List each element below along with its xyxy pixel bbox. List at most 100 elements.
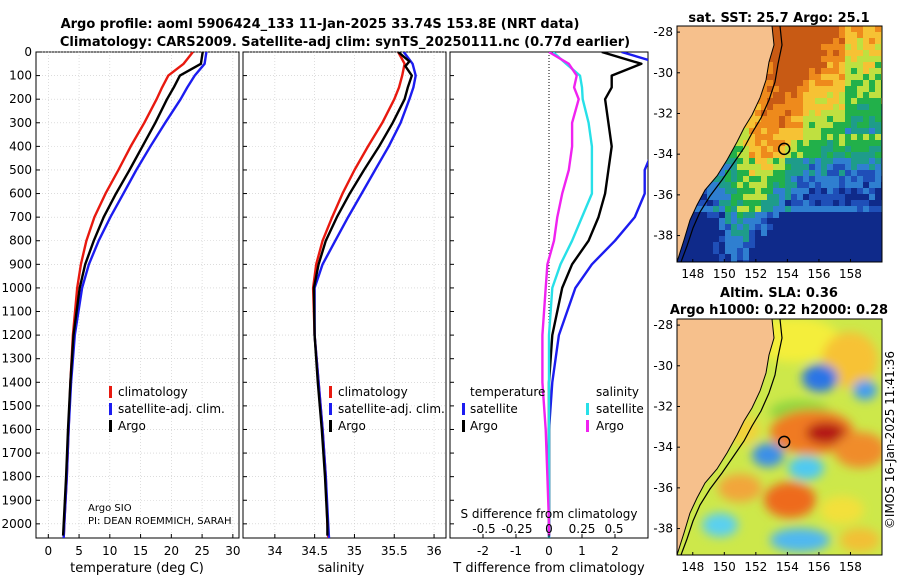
sst-cell bbox=[797, 104, 803, 110]
sst-cell bbox=[815, 254, 821, 260]
sst-cell bbox=[743, 200, 749, 206]
sst-cell bbox=[779, 152, 785, 158]
sst-cell bbox=[773, 80, 779, 86]
sst-cell bbox=[755, 146, 761, 152]
sst-cell bbox=[839, 74, 845, 80]
sst-cell bbox=[707, 230, 713, 236]
sst-cell bbox=[857, 218, 863, 224]
sst-cell bbox=[743, 182, 749, 188]
sst-cell bbox=[857, 140, 863, 146]
sst-cell bbox=[779, 242, 785, 248]
sst-cell bbox=[857, 176, 863, 182]
sst-cell bbox=[845, 176, 851, 182]
sst-cell bbox=[863, 68, 869, 74]
sst-cell bbox=[749, 170, 755, 176]
sst-cell bbox=[737, 140, 743, 146]
sst-cell bbox=[839, 254, 845, 260]
sst-cell bbox=[809, 44, 815, 50]
sst-cell bbox=[875, 248, 881, 254]
sst-cell bbox=[821, 50, 827, 56]
sst-cell bbox=[779, 56, 785, 62]
sst-cell bbox=[857, 236, 863, 242]
sst-cell bbox=[797, 32, 803, 38]
y-tick-label: 1700 bbox=[1, 446, 32, 460]
x-tick-label: 15 bbox=[133, 544, 148, 558]
sst-cell bbox=[809, 164, 815, 170]
sst-map-frame bbox=[676, 25, 883, 263]
sst-cell bbox=[707, 218, 713, 224]
sst-cell bbox=[773, 194, 779, 200]
sst-cell bbox=[857, 110, 863, 116]
sst-cell bbox=[851, 248, 857, 254]
sst-cell bbox=[785, 74, 791, 80]
sst-cell bbox=[737, 164, 743, 170]
sst-cell bbox=[803, 134, 809, 140]
sst-cell bbox=[857, 212, 863, 218]
sst-cell bbox=[779, 194, 785, 200]
sst-cell bbox=[857, 98, 863, 104]
sst-cell bbox=[869, 104, 875, 110]
sst-cell bbox=[767, 188, 773, 194]
sst-cell bbox=[719, 248, 725, 254]
sst-cell bbox=[767, 110, 773, 116]
sst-cell bbox=[761, 176, 767, 182]
legend-swatch-satellite bbox=[109, 403, 112, 415]
sst-cell bbox=[827, 110, 833, 116]
sst-cell bbox=[761, 248, 767, 254]
sst-cell bbox=[809, 158, 815, 164]
sst-cell bbox=[761, 242, 767, 248]
sst-cell bbox=[875, 50, 881, 56]
sst-cell bbox=[821, 260, 827, 262]
x-tick-label: -1 bbox=[510, 544, 522, 558]
sst-cell bbox=[839, 164, 845, 170]
sst-cell bbox=[755, 260, 761, 262]
difference-panel: -2 -1 0 1 2 T difference from climatology S … bbox=[449, 51, 649, 576]
sst-cell bbox=[749, 158, 755, 164]
sst-cell bbox=[845, 254, 851, 260]
sst-cell bbox=[743, 194, 749, 200]
sst-cell bbox=[791, 260, 797, 262]
sst-cell bbox=[731, 152, 737, 158]
sst-cell bbox=[839, 200, 845, 206]
sst-cell bbox=[731, 176, 737, 182]
secondary-tick-label: 0 bbox=[545, 522, 553, 536]
sst-cell bbox=[833, 56, 839, 62]
sst-cell bbox=[761, 116, 767, 122]
sst-cell bbox=[779, 170, 785, 176]
sst-cell bbox=[845, 212, 851, 218]
sst-cell bbox=[875, 62, 881, 68]
sst-cell bbox=[857, 128, 863, 134]
sst-cell bbox=[773, 248, 779, 254]
sst-cell bbox=[809, 200, 815, 206]
sst-cell bbox=[857, 146, 863, 152]
sst-cell bbox=[827, 248, 833, 254]
sst-cell bbox=[839, 80, 845, 86]
y-tick-label: -34 bbox=[653, 147, 673, 161]
sst-cell bbox=[791, 122, 797, 128]
y-tick-label: 1400 bbox=[1, 375, 32, 389]
sst-cell bbox=[803, 236, 809, 242]
sst-cell bbox=[695, 254, 701, 260]
series-line-salinity-satellite bbox=[547, 52, 594, 538]
sst-cell bbox=[869, 80, 875, 86]
x-tick-label: 158 bbox=[839, 560, 862, 574]
sst-cell bbox=[785, 80, 791, 86]
sst-cell bbox=[743, 236, 749, 242]
sst-cell bbox=[863, 56, 869, 62]
sst-cell bbox=[809, 128, 815, 134]
sst-cell bbox=[791, 152, 797, 158]
x-tick-label: 158 bbox=[839, 267, 862, 281]
secondary-tick-label: 0.5 bbox=[604, 522, 623, 536]
x-tick-label: 148 bbox=[681, 560, 704, 574]
sst-cell bbox=[833, 80, 839, 86]
sst-cell bbox=[785, 38, 791, 44]
sst-cell bbox=[869, 38, 875, 44]
sst-cell bbox=[851, 206, 857, 212]
sst-cell bbox=[779, 200, 785, 206]
sst-cell bbox=[767, 224, 773, 230]
sst-cell bbox=[851, 176, 857, 182]
sst-cell bbox=[875, 182, 881, 188]
sst-cell bbox=[743, 260, 749, 262]
sst-cell bbox=[761, 260, 767, 262]
sst-cell bbox=[725, 200, 731, 206]
